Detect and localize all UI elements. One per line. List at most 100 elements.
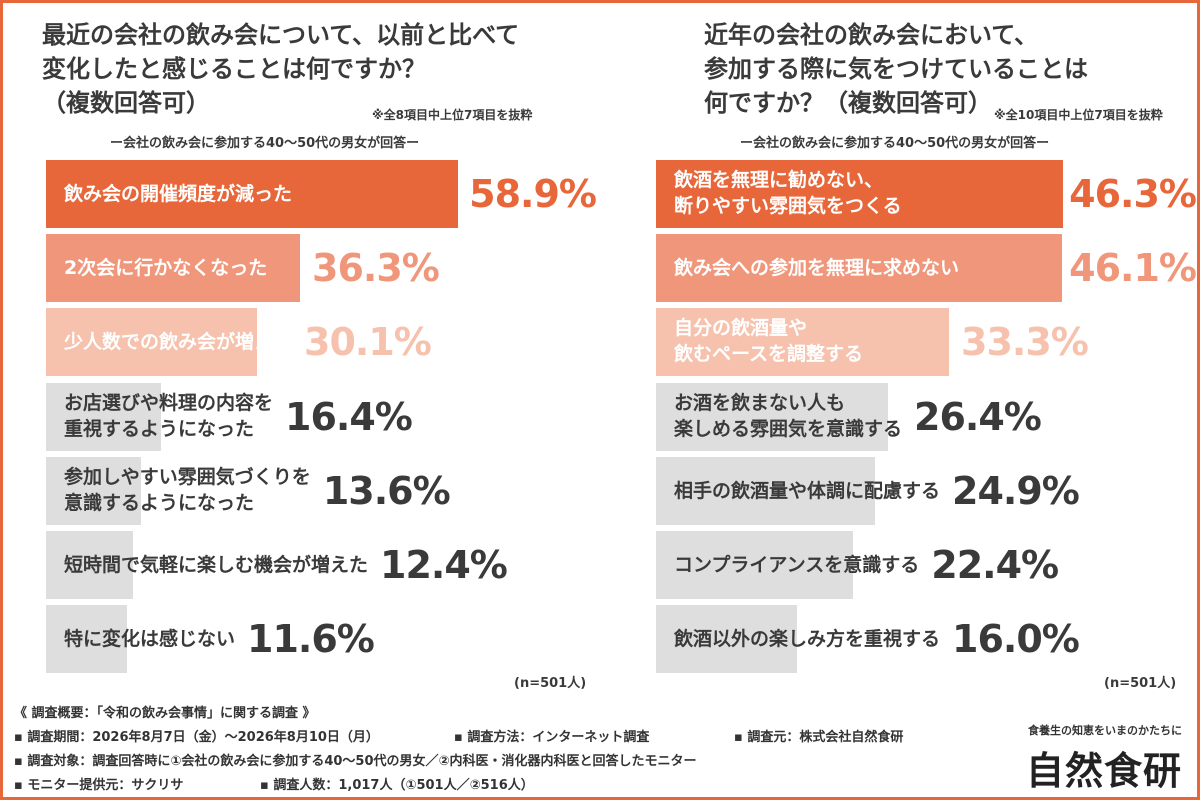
right-value-label: 26.4% [914,395,1042,439]
right-n-label: (n=501人) [1104,676,1177,691]
right-chart-title: 近年の会社の飲み会において、 参加する際に気をつけていることは 何ですか？（複数… [704,18,1088,120]
left-bar-label: お店選びや料理の内容を 重視するようになった [64,390,273,442]
survey-provider: ▪ モニター提供元：サクリサ [14,778,184,793]
right-bar [656,457,875,525]
left-value-label: 58.9% [469,172,597,216]
right-bar [656,605,797,673]
right-title-line-3: 何ですか？（複数回答可） [704,89,992,117]
right-bar-label: コンプライアンスを意識する [674,552,919,578]
right-bar-label: 飲酒以外の楽しみ方を重視する [674,626,940,652]
right-bar-label-line: コンプライアンスを意識する [674,554,920,576]
left-bar [46,383,161,451]
left-value-label: 16.4% [285,395,413,439]
right-value-label: 24.9% [952,469,1080,513]
left-bar [46,234,300,302]
left-value-label: 12.4% [380,543,508,587]
right-bar [656,531,853,599]
survey-method: ▪ 調査方法：インターネット調査 [454,730,650,745]
left-bar-row: 短時間で気軽に楽しむ機会が増えた 12.4% [46,531,586,599]
right-bar-row: 相手の飲酒量や体調に配慮する 24.9% [656,457,1196,525]
right-bar [656,383,888,451]
right-bar-row: 飲酒以外の楽しみ方を重視する 16.0% [656,605,1196,673]
left-chart-panel: 最近の会社の飲み会について、以前と比べて 変化したと感じることは何ですか？ （複… [0,0,600,700]
right-bar-label-line: 断りやすい雰囲気をつくる [674,195,902,217]
left-title-line-3: （複数回答可） [42,89,210,117]
right-bar-label-line: 自分の飲酒量や [674,317,808,339]
right-bar [656,308,949,376]
right-bar-label: お酒を飲まない人も楽しめる雰囲気を意識する [674,390,902,442]
right-value-label: 22.4% [931,543,1059,587]
right-bar-label-line: 楽しめる雰囲気を意識する [674,418,903,440]
right-bar-label: 自分の飲酒量や飲むペースを調整する [674,315,863,367]
left-bar-label-line: お店選びや料理の内容を [64,392,274,414]
left-bar-label-line: 参加しやすい雰囲気づくりを [64,466,311,488]
left-bar-label-line: 意識するようになった [64,492,255,514]
brand-tagline: 食養生の知恵をいまのかたちに [1028,724,1182,737]
left-bar-label-line: 少人数での飲み会が増えた [64,331,293,353]
right-bar [656,160,1063,228]
right-value-label: 16.0% [952,617,1080,661]
right-bar-label-line: 飲酒以外の楽しみ方を重視する [674,628,941,650]
left-bar-label: 参加しやすい雰囲気づくりを 意識するようになった [64,464,311,516]
left-bar-label-line: 短時間で気軽に楽しむ機会が増えた [64,554,369,576]
left-n-label: (n=501人) [514,676,587,691]
left-bar-row: 飲み会の開催頻度が減った 58.9% [46,160,597,228]
right-value-label: 46.3% [1069,172,1197,216]
brand-logo: 自然食研 [1026,749,1183,793]
right-bar-label-line: お酒を飲まない人も [674,392,846,414]
left-bar-row: 参加しやすい雰囲気づくりを 意識するようになった 13.6% [46,457,586,525]
left-chart-subtitle: ー会社の飲み会に参加する40〜50代の男女が回答ー [110,136,420,151]
right-value-label: 33.3% [961,320,1089,364]
survey-heading: 《 調査概要：「令和の飲み会事情」に関する調査 》 [14,706,316,721]
left-chart-title: 最近の会社の飲み会について、以前と比べて 変化したと感じることは何ですか？ （複… [42,18,519,120]
right-title-line-1: 近年の会社の飲み会において、 [704,21,1039,49]
left-bar [46,457,141,525]
left-value-label: 11.6% [247,617,375,661]
left-bar-label-line: 飲み会の開催頻度が減った [64,183,293,205]
right-bar-label-line: 相手の飲酒量や体調に配慮する [674,480,941,502]
left-bar-label: 少人数での飲み会が増えた [64,329,292,355]
survey-source: ▪ 調査元：株式会社自然食研 [734,730,904,745]
left-bar [46,531,133,599]
left-title-line-1: 最近の会社の飲み会について、以前と比べて [42,21,520,49]
right-bar-row: 飲酒を無理に勧めない、 断りやすい雰囲気をつくる 46.3% [656,160,1197,228]
right-bar-label-line: 飲酒を無理に勧めない、 [674,169,884,191]
left-bar-row: 少人数での飲み会が増えた 30.1% [46,308,586,376]
left-bar-row: 特に変化は感じない 11.6% [46,605,586,673]
right-bar-row: コンプライアンスを意識する 22.4% [656,531,1196,599]
left-bar-label: 2次会に行かなくなった [64,255,267,281]
right-bar-label-line: 飲むペースを調整する [674,343,864,365]
left-bar [46,308,257,376]
left-value-label: 36.3% [312,246,440,290]
right-bar-label: 相手の飲酒量や体調に配慮する [674,478,940,504]
left-title-line-2: 変化したと感じることは何ですか？ [42,55,426,83]
left-value-label: 30.1% [304,320,432,364]
right-chart-panel: 近年の会社の飲み会において、 参加する際に気をつけていることは 何ですか？（複数… [600,0,1200,700]
left-bar-label-line: 重視するようになった [64,418,255,440]
left-bar [46,605,127,673]
left-bar-label: 特に変化は感じない [64,626,235,652]
right-chart-note: ※全10項目中上位7項目を抜粋 [994,108,1163,122]
right-bar-label: 飲酒を無理に勧めない、 断りやすい雰囲気をつくる [674,167,902,219]
right-bar [656,234,1062,302]
left-bar-label-line: 特に変化は感じない [64,628,236,650]
right-value-label: 46.1% [1069,246,1197,290]
left-chart-note: ※全8項目中上位7項目を抜粋 [372,108,533,122]
left-bar-label: 短時間で気軽に楽しむ機会が増えた [64,552,368,578]
right-bar-row: お酒を飲まない人も楽しめる雰囲気を意識する 26.4% [656,383,1196,451]
left-bar [46,160,458,228]
right-bar-label: 飲み会への参加を無理に求めない [674,255,959,281]
right-chart-subtitle: ー会社の飲み会に参加する40〜50代の男女が回答ー [740,136,1050,151]
right-title-line-2: 参加する際に気をつけていることは [704,55,1088,83]
right-bar-row: 飲み会への参加を無理に求めない 46.1% [656,234,1197,302]
survey-period: ▪ 調査期間：2026年8月7日（金）〜2026年8月10日（月） [14,730,379,745]
survey-count: ▪ 調査人数：1,017人（①501人／②516人） [260,778,534,793]
right-bar-label-line: 飲み会への参加を無理に求めない [674,257,960,279]
left-bar-label-line: 2次会に行かなくなった [64,257,268,279]
left-value-label: 13.6% [322,469,451,513]
right-bar-row: 自分の飲酒量や飲むペースを調整する 33.3% [656,308,1196,376]
left-bar-row: 2次会に行かなくなった 36.3% [46,234,586,302]
survey-target: ▪ 調査対象：調査回答時に①会社の飲み会に参加する40〜50代の男女／②内科医・… [14,754,697,769]
left-bar-label: 飲み会の開催頻度が減った [64,181,292,207]
left-bar-row: お店選びや料理の内容を 重視するようになった 16.4% [46,383,586,451]
